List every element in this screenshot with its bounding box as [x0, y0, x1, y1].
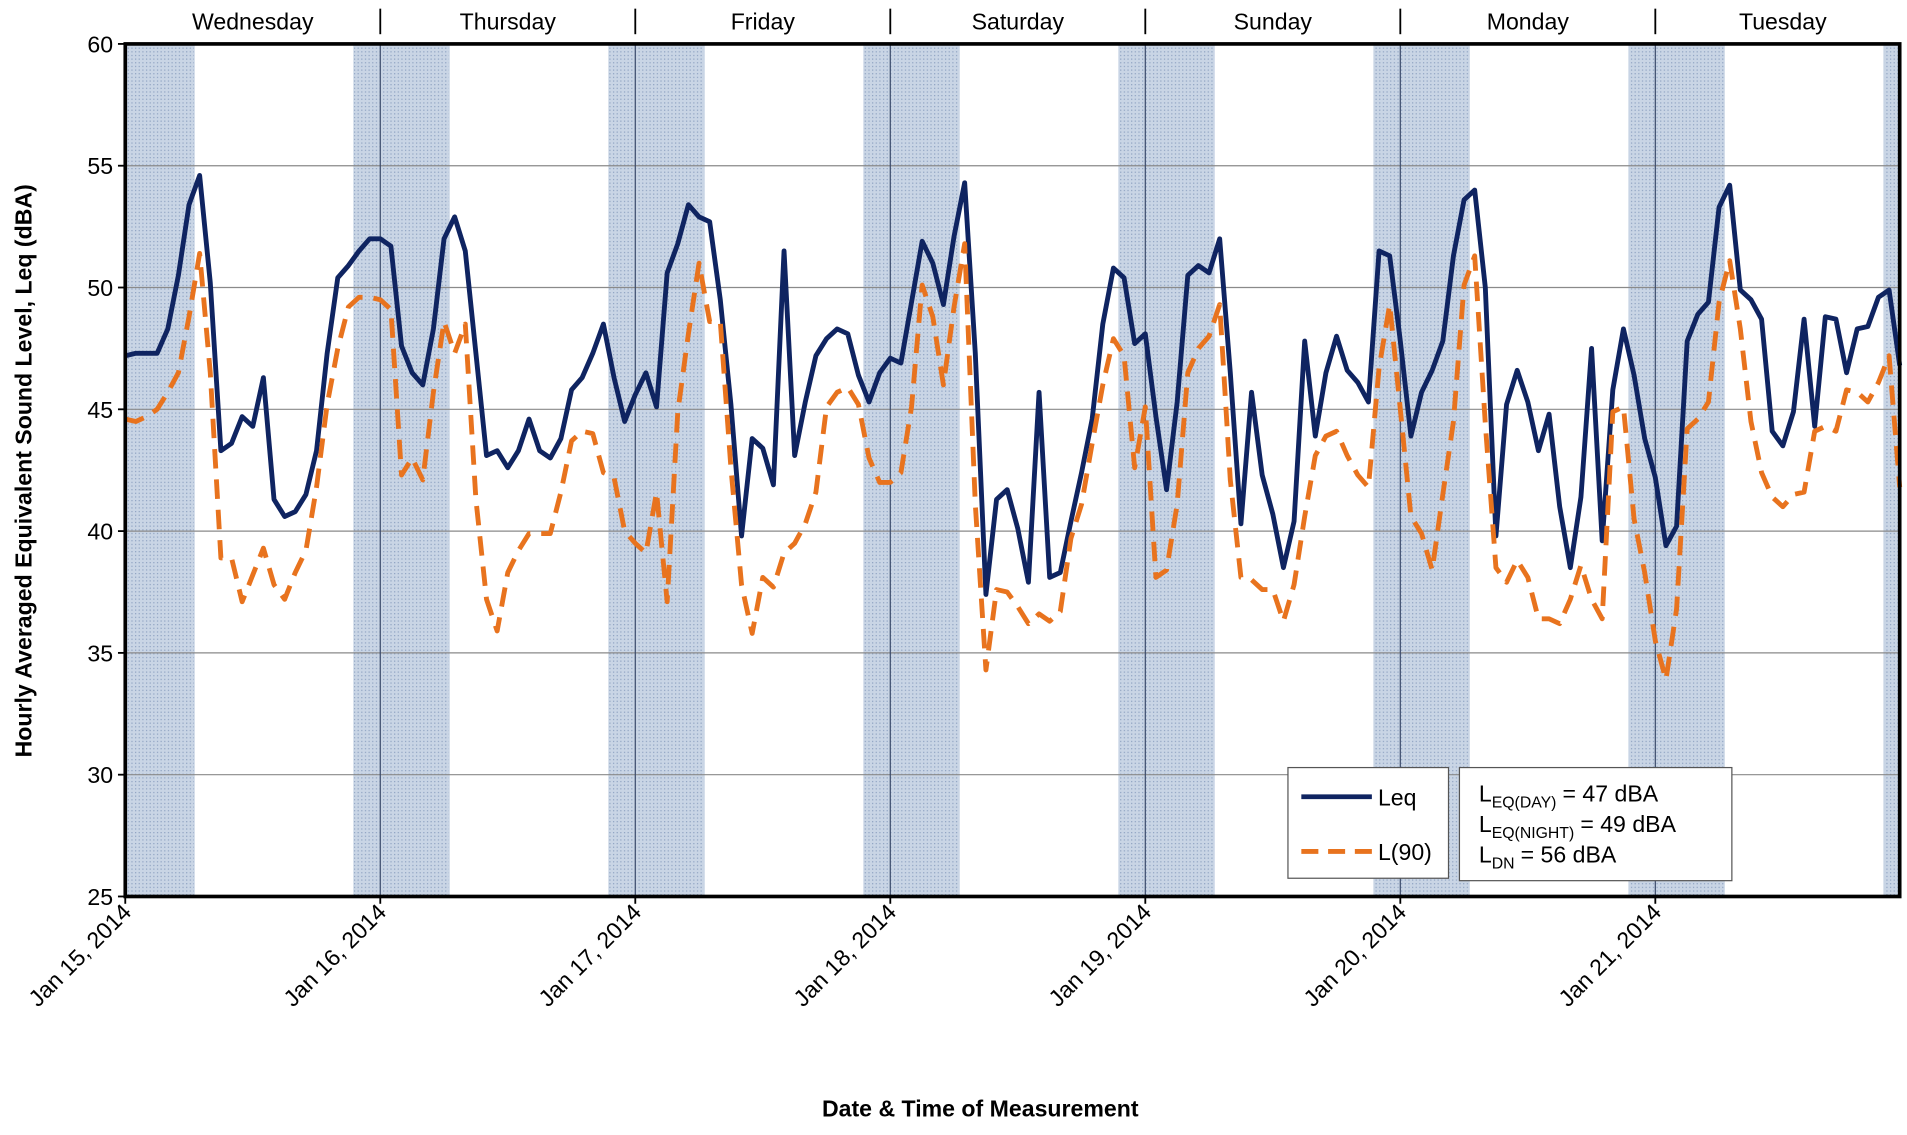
y-tick-label: 50: [87, 275, 113, 301]
annotation-value: = 56 dBA: [1521, 841, 1617, 867]
day-label: Sunday: [1234, 8, 1313, 34]
annotation: LEQ(NIGHT) = 49 dBA: [1479, 811, 1677, 842]
x-tick-label: Jan 18, 2014: [788, 899, 901, 1012]
annotation: LEQ(DAY) = 47 dBA: [1479, 781, 1659, 812]
legend-label: L(90): [1378, 839, 1432, 865]
annotation-value: = 47 dBA: [1562, 781, 1658, 807]
day-label: Friday: [731, 8, 796, 34]
legend-label: Leq: [1378, 784, 1417, 810]
x-tick-label: Jan 19, 2014: [1043, 899, 1156, 1012]
y-tick-label: 55: [87, 153, 113, 179]
x-tick-label: Jan 20, 2014: [1298, 899, 1411, 1012]
night-shading: [608, 43, 705, 897]
y-tick-label: 25: [87, 884, 113, 910]
day-label: Thursday: [460, 8, 557, 34]
night-shading: [124, 43, 195, 897]
x-tick-label: Jan 15, 2014: [23, 899, 136, 1012]
night-shading: [1883, 43, 1901, 897]
x-tick-label: Jan 17, 2014: [533, 899, 646, 1012]
night-shading: [1628, 43, 1725, 897]
annotation-box: [1458, 766, 1733, 882]
x-tick-label: Jan 21, 2014: [1553, 899, 1666, 1012]
day-label: Monday: [1487, 8, 1570, 34]
data-line: [124, 173, 1903, 597]
x-tick-label: Jan 16, 2014: [278, 899, 391, 1012]
day-label: Saturday: [972, 8, 1065, 34]
legend: Leq L(90): [1287, 766, 1450, 879]
annotation: LDN = 56 dBA: [1479, 841, 1617, 872]
data-line: [124, 241, 1903, 683]
y-tick-label: 35: [87, 640, 113, 666]
annotation-symbol: L: [1479, 781, 1492, 807]
annotation-value: = 49 dBA: [1580, 811, 1676, 837]
annotation-subscript: EQ(DAY): [1492, 795, 1557, 812]
annotation-subscript: EQ(NIGHT): [1492, 825, 1575, 842]
day-label: Tuesday: [1739, 8, 1827, 34]
y-tick-label: 45: [87, 397, 113, 423]
annotation-symbol: L: [1479, 841, 1492, 867]
x-axis-title: Date & Time of Measurement: [822, 1096, 1139, 1122]
y-tick-label: 30: [87, 762, 113, 788]
day-label: Wednesday: [192, 8, 314, 34]
annotation-symbol: L: [1479, 811, 1492, 837]
plot-border: [123, 42, 1902, 899]
y-axis-title: Hourly Averaged Equivalent Sound Level, …: [11, 184, 37, 757]
annotation-subscript: DN: [1492, 856, 1515, 873]
y-tick-label: 60: [87, 31, 113, 57]
legend-box: [1287, 766, 1450, 879]
night-shading: [863, 43, 960, 897]
y-tick-label: 40: [87, 519, 113, 545]
